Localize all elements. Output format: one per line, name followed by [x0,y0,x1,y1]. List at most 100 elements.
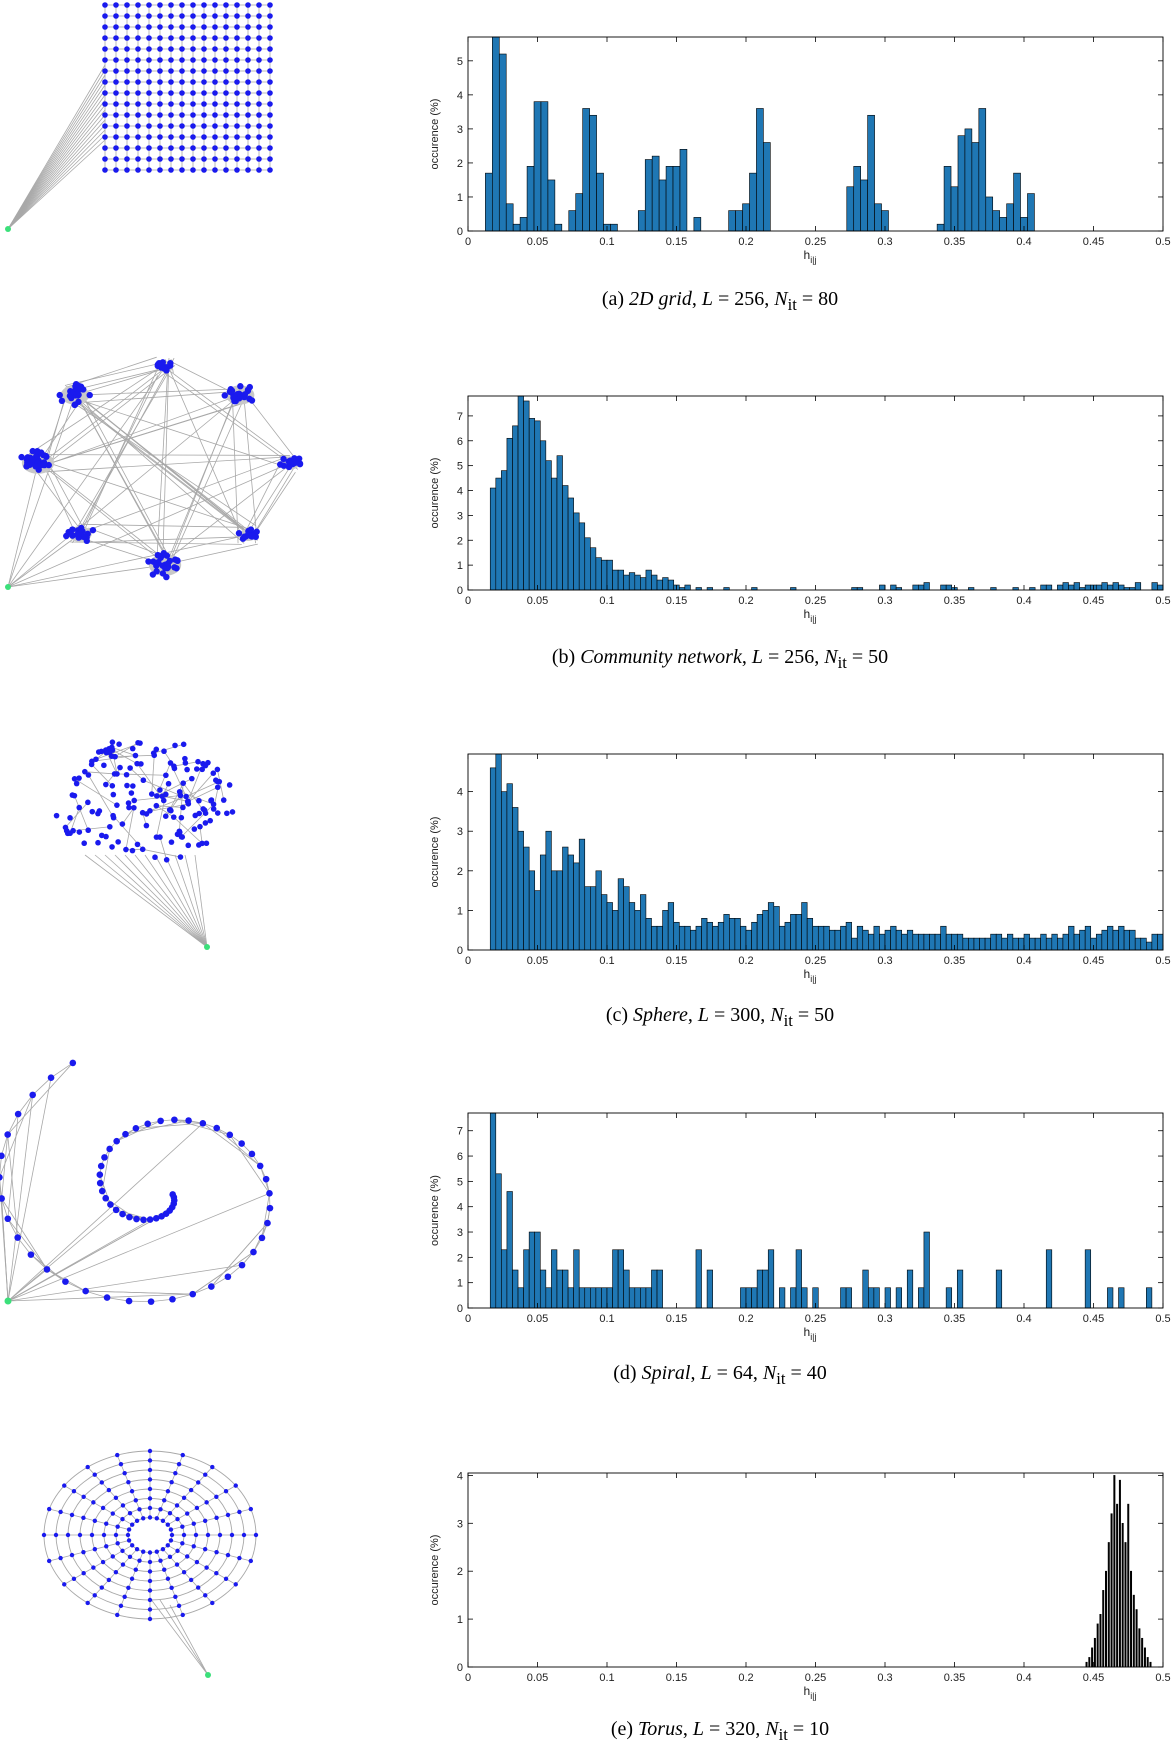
bar [964,128,973,232]
network-node [130,783,136,789]
network-node [126,1480,131,1485]
network-node [210,806,217,812]
bar [853,166,861,232]
bar [829,929,836,951]
network-node [107,1201,114,1208]
network-node [214,1571,219,1576]
bar [923,933,930,951]
network-node [132,752,139,759]
bar [860,179,868,232]
network-node [221,392,228,399]
network-node [179,57,185,63]
x-tick-label: 0.45 [1083,955,1104,967]
network-node [65,528,72,536]
bar [874,203,882,232]
network-node [171,1116,178,1124]
network-node [180,1524,185,1529]
network-edge [174,1119,230,1136]
network-node [212,123,218,129]
network-node [212,167,218,173]
network-edge [42,462,170,564]
network-edge [7,69,106,230]
network-node [170,814,177,820]
network-node [267,134,273,140]
network-node [46,1506,52,1512]
bar [534,1231,541,1309]
network-edge [241,455,285,539]
caption-N: 80 [818,288,839,310]
network-node [194,766,200,772]
bar [495,1173,502,1309]
network-node [157,79,163,85]
network-node [157,2,163,8]
network-node [256,167,262,173]
network-node [135,156,141,162]
network-node [158,1213,165,1220]
network-node [234,46,240,52]
bar [1118,925,1125,951]
bar [1134,582,1142,591]
network-edge [84,771,115,775]
caption-a: (a) 2D grid, L = 256, Nit = 80 [601,288,839,314]
network-node [179,156,185,162]
network-edge [88,527,169,559]
x-tick-label: 0.2 [738,1313,753,1325]
network-edge [7,79,106,230]
network-node [113,57,119,63]
bar [590,886,597,951]
bar [578,838,586,951]
bar [562,1269,569,1309]
bar [551,870,558,951]
network-edge [136,763,165,801]
network-node [103,781,109,788]
network-edge [174,854,208,948]
network-node [234,167,240,173]
bar [1057,584,1064,591]
network-node [147,1496,153,1501]
bar [1088,1657,1091,1668]
bar [992,210,1000,232]
network-node [195,1480,201,1485]
network-edge [104,854,208,948]
network-edge [7,109,106,230]
y-axis-label: occurence (%) [429,99,441,170]
network-node [229,1532,235,1538]
network-node [194,1505,200,1511]
bar [523,846,530,951]
network-node [227,386,234,393]
network-node [108,753,115,759]
x-axis-label: hi|j [804,1325,817,1342]
x-tick-label: 0.45 [1083,236,1104,248]
network-node [241,1532,247,1538]
network-node [210,1600,215,1606]
network-node [190,24,196,30]
network-node [102,68,108,74]
network-edge [159,1599,209,1676]
bar [867,114,875,232]
network-edge [7,129,106,230]
bar [701,918,708,951]
network-node [109,739,116,745]
network-node [127,1554,133,1560]
network-node [128,790,135,796]
network-node [234,134,240,140]
network-edge [7,1217,157,1302]
network-node [214,1549,219,1555]
bar [918,933,925,951]
network-edge [7,1113,19,1135]
network-node [212,68,218,74]
network-node [245,13,251,19]
bar [595,557,602,591]
network-node [238,1261,246,1269]
network-node [120,1562,126,1567]
network-node [147,1448,153,1454]
network-node [71,792,78,799]
bar [767,902,775,951]
x-tick-label: 0.25 [805,595,826,607]
network-node [253,1532,259,1538]
network-node [147,1569,153,1574]
x-tick-label: 0 [465,236,471,248]
network-node [190,167,196,173]
x-tick-label: 0.4 [1016,955,1031,967]
network-edge [194,854,208,948]
